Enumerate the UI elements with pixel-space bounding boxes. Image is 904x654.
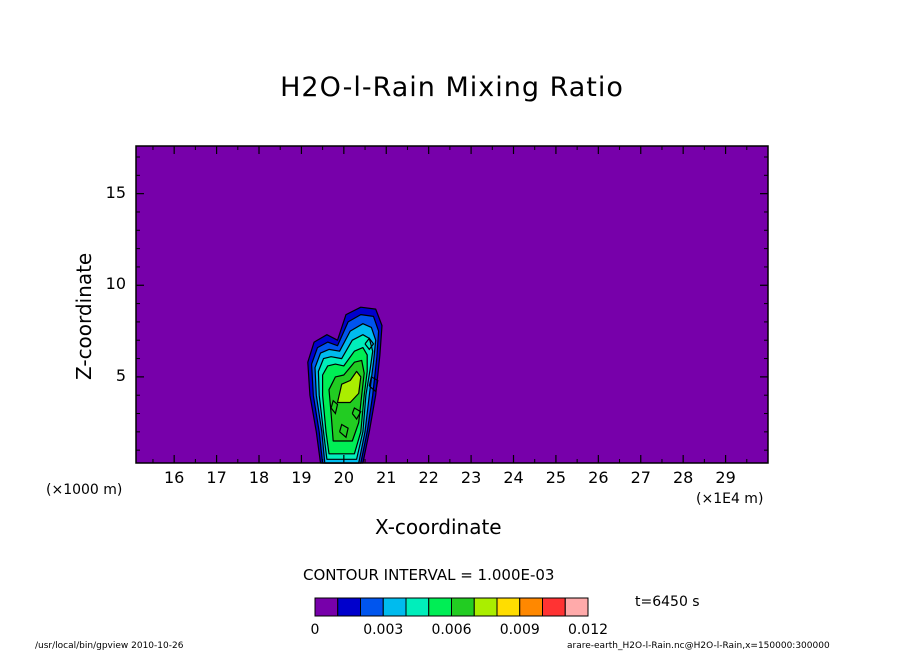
x-tick-label: 29	[715, 468, 736, 487]
colorbar-swatch-1	[337, 597, 361, 617]
colorbar-swatch-2	[360, 597, 384, 617]
x-tick-label: 17	[206, 468, 227, 487]
x-tick-label: 20	[333, 468, 355, 487]
colorbar-label: 0.009	[499, 622, 540, 638]
colorbar-swatch-9	[519, 597, 543, 617]
chart-title: H2O-l-Rain Mixing Ratio	[280, 72, 624, 103]
colorbar-swatch-10	[542, 597, 566, 617]
x-tick-label: 28	[672, 468, 694, 487]
contour-line-2	[339, 423, 349, 439]
y-tick-label: 5	[115, 365, 126, 385]
colorbar-swatch-6	[451, 597, 475, 617]
x-exponent-label: (×1E4 m)	[696, 491, 764, 507]
x-tick-label: 19	[291, 468, 312, 487]
colorbar-swatch-0	[314, 597, 339, 617]
colorbar-label: 0.012	[567, 622, 609, 638]
colorbar-swatch-11	[564, 597, 589, 617]
y-axis-label: Z-coordinate	[72, 252, 96, 380]
colorbar-swatch-4	[405, 597, 430, 617]
x-tick-label: 18	[248, 468, 270, 487]
x-axis-label: X-coordinate	[375, 515, 502, 539]
contour-line-1	[368, 375, 379, 393]
footer-right-text: arare-earth_H2O-l-Rain.nc@H2O-l-Rain,x=1…	[567, 641, 830, 651]
x-tick-label: 23	[460, 468, 482, 487]
colorbar-swatch-3	[382, 597, 407, 617]
x-tick-label: 22	[418, 468, 439, 487]
contour-interval-label: CONTOUR INTERVAL = 1.000E-03	[303, 566, 555, 584]
x-tick-label: 26	[588, 468, 609, 487]
plot-frame	[135, 145, 769, 464]
rain-contour-region	[307, 306, 383, 464]
x-tick-label: 25	[545, 468, 567, 487]
plot-background	[136, 146, 768, 463]
x-tick-label: 21	[376, 468, 397, 487]
contour-line-0	[364, 337, 375, 351]
x-unit-label: (×1000 m)	[46, 482, 123, 498]
contour-line-3	[351, 407, 362, 421]
y-tick-label: 10	[105, 274, 126, 294]
y-tick-label: 15	[105, 182, 126, 202]
colorbar-swatch-8	[496, 597, 521, 617]
colorbar-label: 0	[310, 622, 320, 638]
colorbar-swatch-7	[473, 597, 498, 617]
colorbar-swatch-5	[428, 597, 452, 617]
colorbar-label: 0.006	[431, 622, 472, 638]
colorbar-label: 0.003	[363, 622, 404, 638]
x-tick-label: 27	[630, 468, 651, 487]
time-label: t=6450 s	[635, 594, 700, 610]
x-tick-label: 24	[503, 468, 524, 487]
colorbar	[314, 597, 589, 617]
x-tick-label: 16	[163, 468, 185, 487]
contour-level-7	[336, 370, 362, 404]
contour-line-4	[330, 399, 339, 415]
footer-left-text: /usr/local/bin/gpview 2010-10-26	[35, 641, 184, 651]
